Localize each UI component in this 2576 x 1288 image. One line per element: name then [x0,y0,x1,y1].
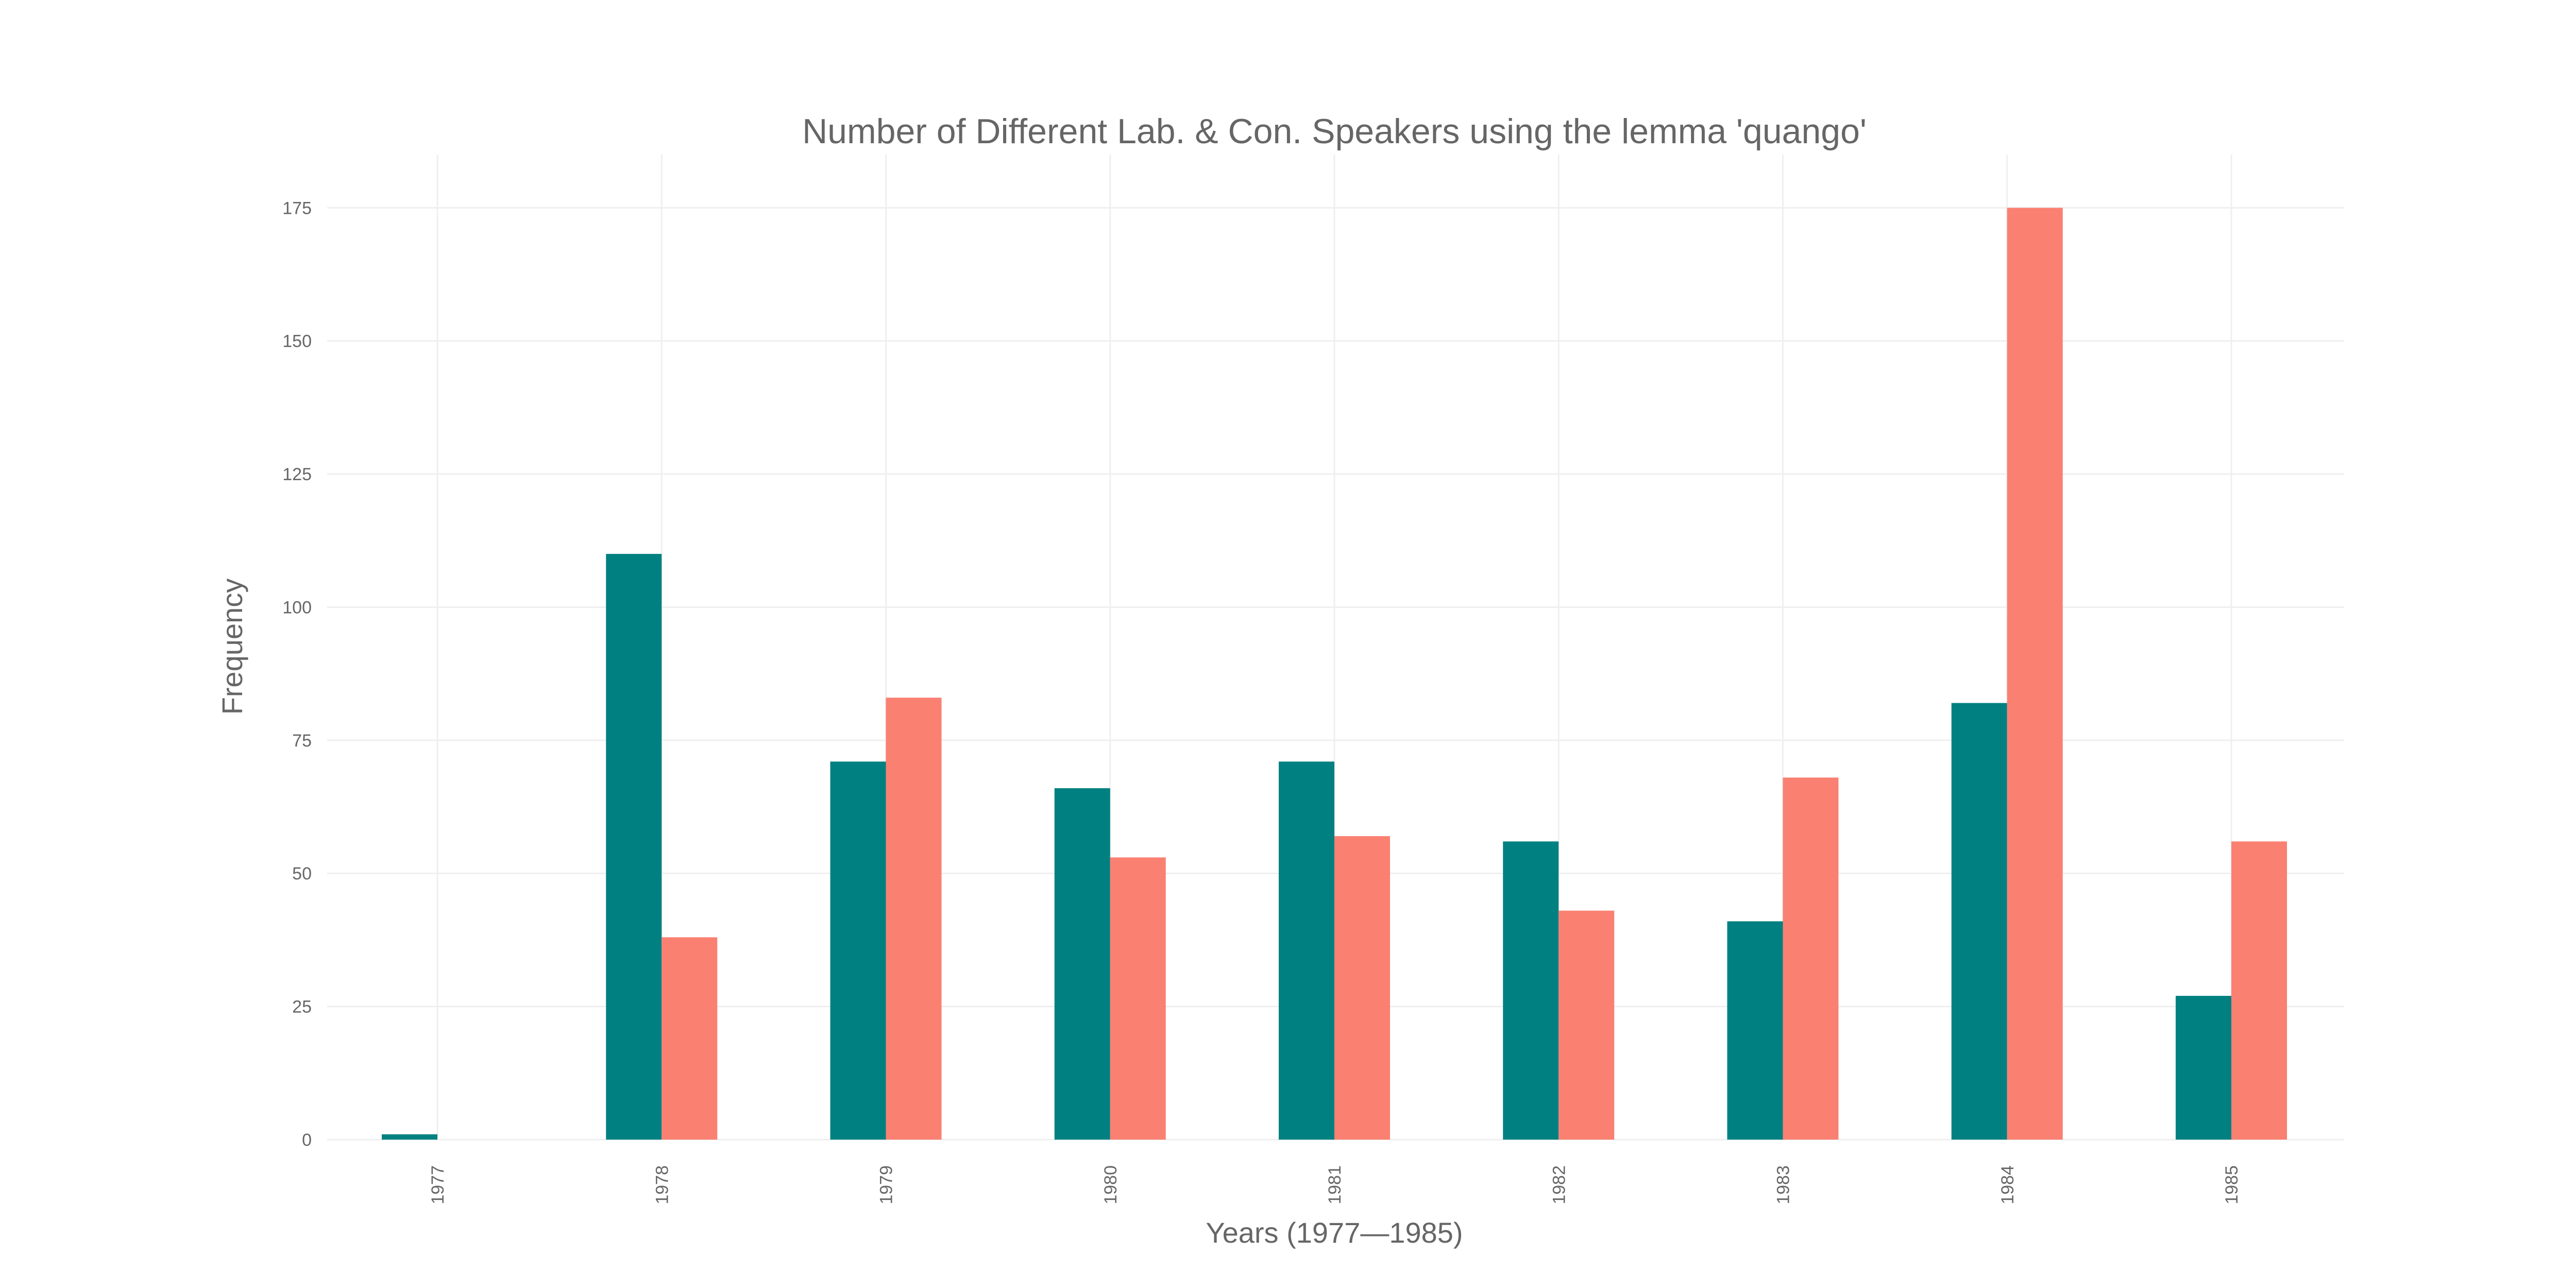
bar-series1-1982 [1503,841,1559,1140]
bar-series1-1980 [1054,788,1110,1140]
y-tick-label: 100 [282,598,312,617]
bar-series2-1979 [886,698,942,1140]
x-tick-label: 1978 [652,1165,672,1205]
bar-series1-1981 [1279,761,1334,1140]
bar-series1-1979 [830,761,886,1140]
x-tick-label: 1982 [1549,1165,1569,1205]
y-axis-title: Frequency [216,579,248,715]
x-axis-ticks: 1977 1978 1979 1980 1981 1982 1983 1984 1985 [428,1165,2242,1205]
bar-series2-1982 [1558,910,1615,1140]
y-axis-ticks: 0 25 50 75 100 125 150 175 [282,198,312,1150]
y-tick-label: 25 [292,997,312,1017]
bar-series1-1984 [1951,703,2007,1140]
bar-series2-1981 [1334,836,1390,1140]
y-tick-label: 125 [282,465,312,484]
y-tick-label: 75 [292,731,312,751]
x-axis-title: Years (1977—1985) [1206,1216,1463,1249]
chart-title: Number of Different Lab. & Con. Speakers… [802,112,1867,151]
bar-series1-1978 [606,554,662,1140]
x-tick-label: 1981 [1325,1165,1345,1205]
bar-series2-1980 [1110,857,1166,1140]
bar-series1-1983 [1727,921,1783,1140]
bar-series2-1978 [662,937,718,1140]
bar-series1-1985 [2176,995,2231,1140]
y-tick-label: 0 [302,1130,312,1150]
bar-series2-1984 [2007,208,2063,1140]
bar-series1-1977 [382,1134,437,1140]
bars [382,208,2287,1140]
y-tick-label: 150 [282,332,312,351]
x-tick-label: 1979 [877,1165,896,1205]
x-tick-label: 1984 [1998,1165,2018,1205]
bar-series2-1983 [1783,777,1839,1140]
y-tick-label: 50 [292,864,312,884]
bar-series2-1985 [2231,841,2287,1140]
x-tick-label: 1983 [1774,1165,1793,1205]
x-tick-label: 1985 [2222,1165,2242,1205]
x-tick-label: 1980 [1101,1165,1121,1205]
y-tick-label: 175 [282,198,312,218]
x-tick-label: 1977 [428,1165,448,1205]
